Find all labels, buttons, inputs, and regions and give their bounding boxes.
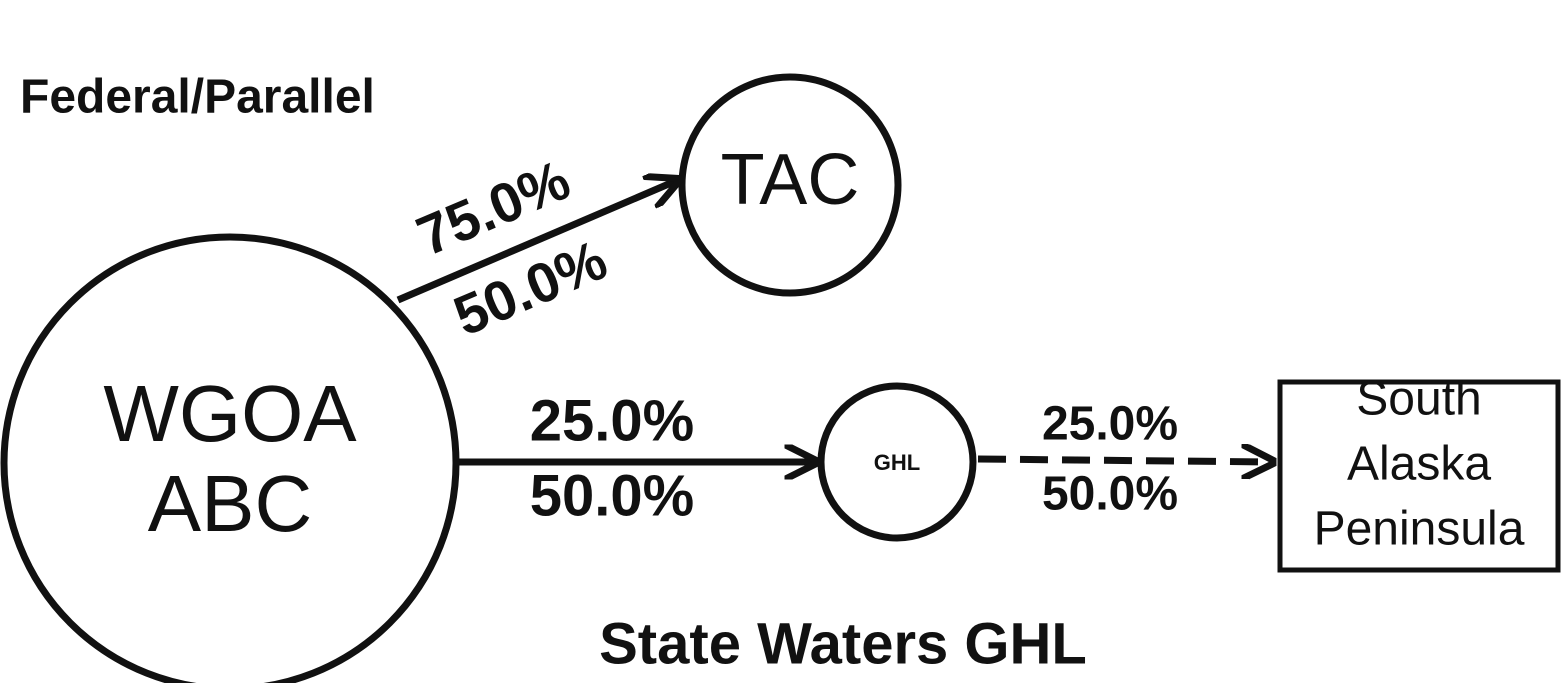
node-text: Peninsula: [1314, 503, 1525, 556]
federal-label: Federal/Parallel: [20, 71, 375, 124]
arrow: [396, 180, 678, 304]
edge-label: 25.0%: [530, 388, 694, 453]
node-text: South: [1356, 373, 1481, 426]
edge-label: 25.0%: [1042, 398, 1178, 451]
node-text: Alaska: [1347, 438, 1491, 491]
wgoa-node: [0, 233, 460, 683]
state-label: State Waters GHL: [599, 611, 1087, 676]
edge-label: 50.0%: [530, 463, 694, 528]
node-text: TAC: [721, 140, 860, 220]
edge-label: 50.0%: [1042, 468, 1178, 521]
node-text: WGOA: [103, 369, 357, 458]
node-text: ABC: [148, 459, 313, 548]
sap-node: [1277, 379, 1561, 573]
ghl-node: [817, 382, 977, 542]
dashed-arrow: [977, 459, 1273, 462]
node-text: GHL: [874, 450, 920, 475]
